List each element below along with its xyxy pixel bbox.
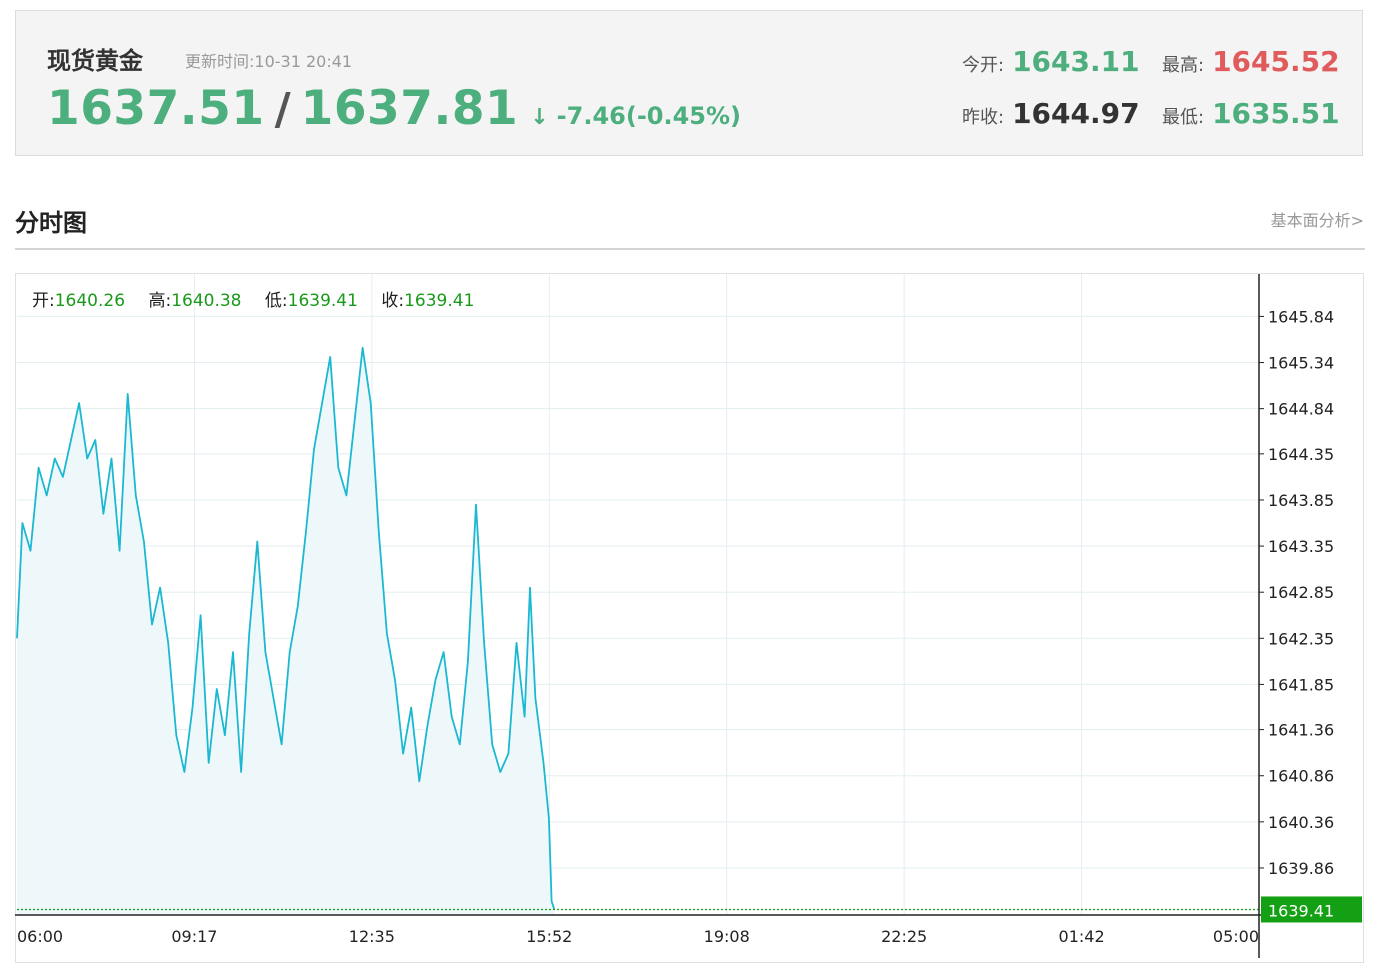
- y-tick-label: 1644.84: [1268, 400, 1334, 419]
- ohlc-low-value: 1639.41: [287, 291, 358, 311]
- x-tick-label: 15:52: [526, 927, 572, 946]
- bid-price: 1637.51: [47, 81, 265, 136]
- price-separator: /: [274, 84, 291, 135]
- y-tick-label: 1642.35: [1268, 629, 1334, 648]
- ohlc-open-label: 开:: [32, 291, 55, 311]
- x-tick-label: 01:42: [1059, 927, 1105, 946]
- ohlc-high-value: 1640.38: [171, 291, 242, 311]
- x-tick-label: 19:08: [704, 927, 750, 946]
- x-tick-label: 22:25: [881, 927, 927, 946]
- section-title: 分时图: [15, 209, 87, 237]
- y-tick-label: 1645.84: [1268, 307, 1334, 326]
- current-price-tag: [1261, 896, 1362, 923]
- prev-close-value: 1644.97: [1012, 97, 1140, 130]
- y-tick-label: 1644.35: [1268, 445, 1334, 464]
- y-tick-label: 1643.85: [1268, 491, 1334, 510]
- price-change: -7.46(-0.45%): [556, 102, 742, 130]
- price-row: 1637.51 / 1637.81 ↓ -7.46(-0.45%): [47, 81, 741, 136]
- down-arrow-icon: ↓: [530, 105, 549, 130]
- prev-close-label: 昨收:: [962, 107, 1005, 128]
- ohlc-open-value: 1640.26: [54, 291, 126, 311]
- high-label: 最高:: [1162, 55, 1205, 76]
- y-tick-label: 1640.36: [1268, 813, 1334, 832]
- ohlc-readout: 开:1640.26 高:1640.38 低:1639.41 收:1639.41: [32, 286, 492, 311]
- high-value: 1645.52: [1212, 45, 1340, 78]
- price-line: [16, 346, 556, 910]
- instrument-title: 现货黄金: [47, 47, 143, 75]
- y-tick-label: 1640.86: [1268, 767, 1334, 786]
- section-divider: [15, 248, 1365, 250]
- y-tick-label: 1639.86: [1268, 859, 1334, 878]
- chart-frame: [15, 273, 1364, 963]
- x-tick-label: 06:00: [17, 927, 63, 946]
- low-value: 1635.51: [1212, 97, 1340, 130]
- low-stat: 最低: 1635.51: [1162, 97, 1340, 130]
- update-time-value: 10-31 20:41: [254, 52, 353, 71]
- ohlc-low-label: 低:: [264, 291, 288, 311]
- low-label: 最低:: [1162, 107, 1205, 128]
- open-label: 今开:: [962, 55, 1005, 76]
- ohlc-close-value: 1639.41: [404, 291, 475, 311]
- update-time: 更新时间:10-31 20:41: [185, 48, 352, 72]
- fundamental-analysis-link[interactable]: 基本面分析>: [1270, 211, 1364, 230]
- ohlc-close-label: 收:: [381, 291, 405, 311]
- y-tick-label: 1641.85: [1268, 675, 1334, 694]
- price-area: [17, 347, 555, 915]
- ask-price: 1637.81: [300, 81, 519, 136]
- prev-close-stat: 昨收: 1644.97: [962, 97, 1140, 130]
- x-tick-label: 05:00: [1213, 927, 1259, 946]
- high-stat: 最高: 1645.52: [1162, 45, 1340, 78]
- open-stat: 今开: 1643.11: [962, 45, 1140, 78]
- y-tick-label: 1645.34: [1268, 354, 1334, 373]
- update-label: 更新时间:: [185, 52, 255, 71]
- x-tick-label: 12:35: [349, 927, 395, 946]
- y-tick-label: 1642.85: [1268, 583, 1334, 602]
- current-price-label: 1639.41: [1268, 901, 1334, 920]
- open-value: 1643.11: [1012, 45, 1140, 78]
- y-tick-label: 1641.36: [1268, 721, 1334, 740]
- ohlc-high-label: 高:: [148, 291, 172, 311]
- x-tick-label: 09:17: [171, 927, 217, 946]
- quote-panel: 现货黄金 更新时间:10-31 20:41 1637.51 / 1637.81 …: [15, 10, 1363, 156]
- y-tick-label: 1643.35: [1268, 537, 1334, 556]
